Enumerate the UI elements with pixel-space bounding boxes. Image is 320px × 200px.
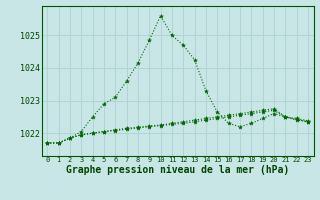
X-axis label: Graphe pression niveau de la mer (hPa): Graphe pression niveau de la mer (hPa): [66, 165, 289, 175]
